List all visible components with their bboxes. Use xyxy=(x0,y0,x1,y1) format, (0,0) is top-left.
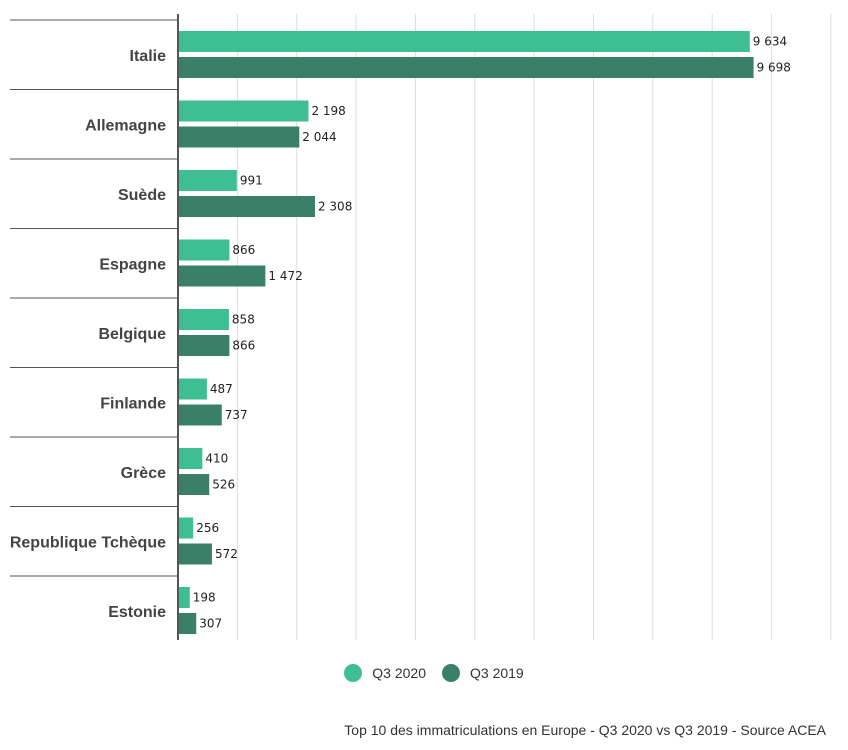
bar-q3-2019 xyxy=(178,265,266,287)
legend-swatch-q3-2020 xyxy=(344,664,363,682)
bar-q3-2019 xyxy=(178,335,230,356)
category-label: Grèce xyxy=(121,465,166,482)
bar-q3-2019 xyxy=(178,126,300,148)
data-label: 9 698 xyxy=(757,61,791,75)
bar-q3-2020 xyxy=(178,517,194,539)
data-label: 866 xyxy=(232,243,255,257)
data-label: 1 472 xyxy=(268,269,302,283)
bar-q3-2019 xyxy=(178,474,210,495)
category-label: Republique Tchèque xyxy=(10,534,166,551)
data-label: 198 xyxy=(193,591,216,605)
bar-q3-2019 xyxy=(178,543,212,565)
bar-q3-2020 xyxy=(178,309,229,330)
data-label: 410 xyxy=(205,452,228,466)
bar-q3-2019 xyxy=(178,196,315,217)
data-label: 2 198 xyxy=(311,104,345,118)
category-label: Estonie xyxy=(108,604,166,621)
data-label: 2 308 xyxy=(318,200,352,214)
legend-label-q3-2019: Q3 2019 xyxy=(470,665,524,681)
data-label: 991 xyxy=(240,174,263,188)
category-label: Finlande xyxy=(100,395,166,412)
data-label: 307 xyxy=(199,617,222,631)
bar-q3-2020 xyxy=(178,31,750,52)
bar-q3-2020 xyxy=(178,170,237,191)
data-label: 737 xyxy=(225,408,248,422)
category-label: Allemagne xyxy=(85,117,166,134)
category-label: Suède xyxy=(118,187,166,204)
legend-label-q3-2020: Q3 2020 xyxy=(372,665,426,681)
data-label: 526 xyxy=(212,478,235,492)
data-label: 9 634 xyxy=(753,35,787,49)
data-label: 572 xyxy=(215,547,238,561)
bar-chart: Italie 9 634 9 698 Allemagne 2 198 2 044 Suède… xyxy=(10,14,832,640)
bar-q3-2019 xyxy=(178,404,222,426)
legend-item-q3-2020[interactable]: Q3 2020 xyxy=(344,664,426,682)
bar-q3-2020 xyxy=(178,448,203,469)
bar-q3-2019 xyxy=(178,613,197,634)
legend-swatch-q3-2019 xyxy=(442,664,460,682)
bar-q3-2020 xyxy=(178,378,207,400)
category-label: Espagne xyxy=(99,256,166,273)
bar-q3-2020 xyxy=(178,587,190,608)
legend-item-q3-2019[interactable]: Q3 2019 xyxy=(442,664,524,682)
bar-q3-2019 xyxy=(178,57,754,78)
legend: Q3 2020 Q3 2019 xyxy=(0,664,848,682)
chart-caption: Top 10 des immatriculations en Europe - … xyxy=(344,722,826,738)
bar-q3-2020 xyxy=(178,239,230,261)
data-label: 256 xyxy=(196,521,219,535)
data-label: 487 xyxy=(210,382,233,396)
data-label: 2 044 xyxy=(302,130,336,144)
bar-q3-2020 xyxy=(178,100,309,122)
data-label: 858 xyxy=(232,313,255,327)
category-label: Belgique xyxy=(98,326,166,343)
category-label: Italie xyxy=(130,48,167,65)
data-label: 866 xyxy=(232,339,255,353)
